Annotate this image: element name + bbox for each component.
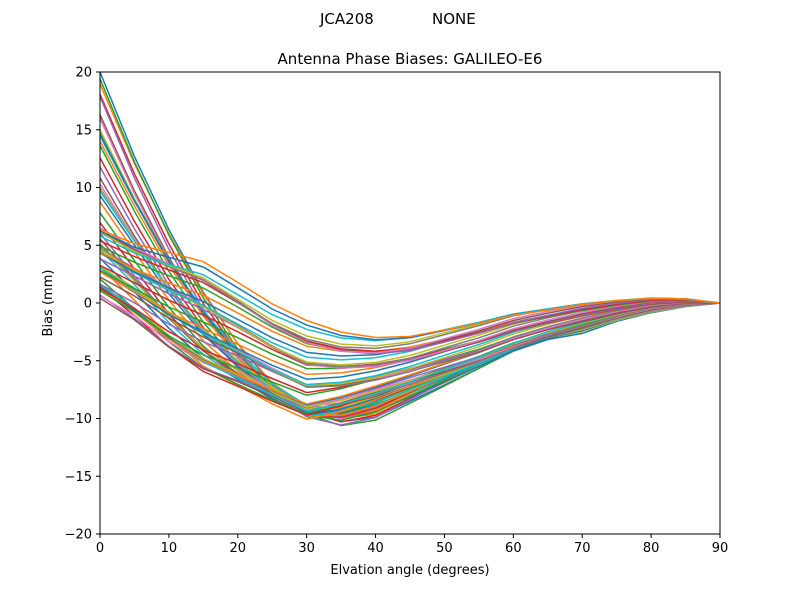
y-tick-label: 10 [75,181,92,196]
figure-suptitle-right: NONE [432,10,476,28]
plot-area-frame [99,71,721,535]
x-axis-label: Elvation angle (degrees) [330,563,489,578]
y-tick-label: −10 [65,412,92,427]
y-tick-label: −15 [65,470,92,485]
series-line-72 [99,228,721,339]
y-tick-label: −20 [65,528,92,543]
x-tick-label: 20 [230,541,247,556]
x-tick-label: 90 [712,541,729,556]
y-tick-label: −5 [73,354,92,369]
figure-suptitle-left: JCA208 [319,10,374,28]
series-line-1 [99,71,721,423]
data-series-group [99,71,721,427]
y-axis-label: Bias (mm) [41,270,56,337]
x-tick-label: 40 [367,541,384,556]
y-tick-label: 0 [84,297,92,312]
y-tick-label: 15 [75,123,92,138]
y-tick-label: 20 [75,66,92,81]
x-tick-label: 80 [643,541,660,556]
x-tick-label: 10 [161,541,178,556]
chart-title: Antenna Phase Biases: GALILEO-E6 [278,50,543,68]
axis-ticks-group: 0 10 20 30 40 50 60 70 80 90 −20 −15 −10 −5 0 5 10 15 20 [65,66,729,557]
series-line-55 [99,258,721,368]
x-tick-label: 30 [298,541,315,556]
x-tick-label: 0 [96,541,104,556]
x-tick-label: 50 [436,541,453,556]
x-tick-label: 60 [505,541,522,556]
y-tick-label: 5 [84,239,92,254]
x-tick-label: 70 [574,541,591,556]
